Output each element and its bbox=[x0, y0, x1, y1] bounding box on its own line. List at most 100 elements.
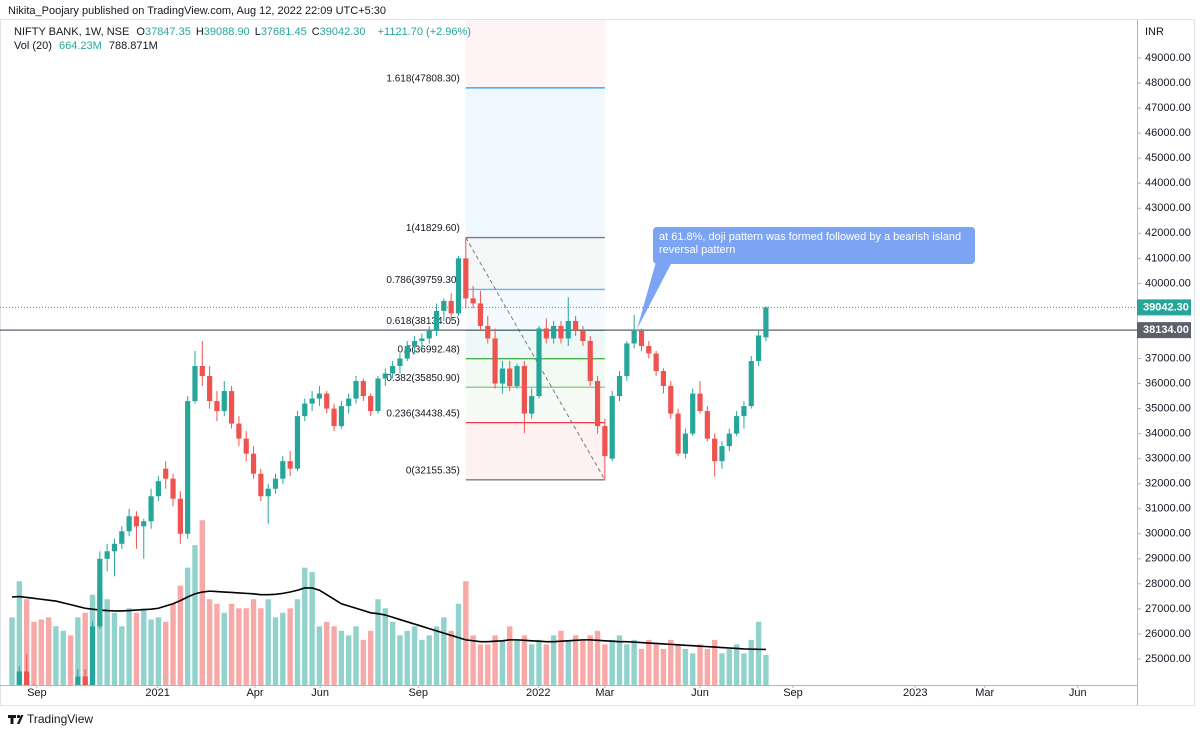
candle-body bbox=[243, 438, 249, 454]
volume-bar bbox=[75, 617, 81, 685]
candle-body bbox=[177, 498, 183, 534]
published-line: Nikita_Poojary published on TradingView.… bbox=[8, 5, 386, 17]
candle-body bbox=[316, 393, 323, 399]
candle-body bbox=[448, 300, 454, 314]
volume-bar bbox=[741, 653, 747, 685]
y-tick-label: 42000.00 bbox=[1145, 227, 1191, 239]
y-tick-label: 36000.00 bbox=[1145, 377, 1191, 389]
candle-body bbox=[719, 446, 725, 462]
volume-bar bbox=[448, 630, 454, 685]
volume-bar bbox=[602, 644, 608, 685]
fib-zone bbox=[465, 87, 605, 238]
volume-bar bbox=[126, 608, 132, 685]
legend-row: NIFTY BANK, 1W, NSE O37847.35 H39088.90 L3… bbox=[14, 26, 475, 38]
volume-bar bbox=[653, 644, 659, 685]
volume-bar bbox=[141, 608, 147, 685]
volume-bar bbox=[543, 644, 550, 685]
candle-body bbox=[324, 393, 330, 409]
volume-bar bbox=[668, 639, 674, 685]
candle-body bbox=[368, 396, 374, 412]
volume-bar bbox=[565, 639, 571, 685]
volume-bar bbox=[397, 635, 403, 685]
fib-label: 0(32155.35) bbox=[406, 465, 460, 476]
fib-zone bbox=[465, 387, 605, 423]
y-tick-label: 46000.00 bbox=[1145, 127, 1191, 139]
volume-bar bbox=[294, 599, 301, 685]
ohlc-part: L bbox=[254, 26, 261, 38]
candle-body bbox=[360, 381, 366, 397]
candle-body bbox=[638, 330, 645, 346]
volume-bar bbox=[82, 612, 88, 685]
volume-bar bbox=[280, 612, 286, 685]
candle-body bbox=[214, 401, 220, 412]
candle-body bbox=[616, 376, 623, 397]
candle-body bbox=[433, 310, 440, 331]
candle-body bbox=[375, 378, 381, 412]
candle-body bbox=[624, 343, 630, 377]
volume-bar bbox=[682, 648, 689, 685]
volume-title: Vol (20) bbox=[14, 40, 52, 52]
volume-bar bbox=[221, 612, 227, 685]
ohlc-part: 39088.90 bbox=[203, 26, 250, 38]
volume-bar bbox=[316, 626, 323, 685]
volume-bar bbox=[309, 572, 315, 685]
candle-body bbox=[697, 393, 703, 412]
volume-bar bbox=[704, 648, 711, 685]
volume-bar bbox=[97, 590, 103, 685]
candle-body bbox=[726, 433, 732, 447]
x-tick-label: Jun bbox=[1069, 687, 1087, 699]
y-tick-label: 37000.00 bbox=[1145, 352, 1191, 364]
candle-body bbox=[609, 396, 615, 459]
volume-ma-value: 788.871M bbox=[108, 40, 158, 52]
volume-bar bbox=[463, 581, 469, 685]
y-tick-label: 28000.00 bbox=[1145, 578, 1191, 590]
volume-bar bbox=[536, 639, 542, 685]
volume-bar bbox=[455, 603, 462, 685]
volume-bar bbox=[345, 635, 352, 685]
volume-bar bbox=[624, 644, 630, 685]
x-tick-label: Jun bbox=[311, 687, 329, 699]
volume-bar bbox=[550, 635, 557, 685]
last-price-label: 39042.30 bbox=[1143, 301, 1189, 313]
volume-bar bbox=[265, 599, 271, 685]
volume-bar bbox=[367, 630, 374, 685]
candle-body bbox=[426, 330, 432, 339]
candle-body bbox=[477, 303, 484, 326]
candle-body bbox=[265, 488, 271, 497]
symbol: NIFTY BANK, 1W, NSE bbox=[14, 26, 130, 38]
volume-bar bbox=[646, 639, 652, 685]
ohlc: O37847.35 H39088.90 L37681.45 C39042.30 bbox=[136, 26, 370, 38]
volume-bar bbox=[250, 599, 257, 685]
volume-bar bbox=[243, 608, 249, 685]
candle-body bbox=[302, 403, 308, 417]
x-tick-label: Jun bbox=[691, 687, 709, 699]
volume-bar bbox=[338, 630, 345, 685]
volume-bar bbox=[38, 619, 44, 685]
candle-body bbox=[148, 496, 154, 522]
last-price-box bbox=[1137, 299, 1191, 316]
volume-bar bbox=[155, 617, 162, 685]
candle-body bbox=[514, 366, 520, 387]
y-tick-label: 47000.00 bbox=[1145, 102, 1191, 114]
candle-body bbox=[163, 468, 169, 479]
candle-body bbox=[507, 368, 513, 387]
volume-bar bbox=[719, 653, 725, 685]
volume-bar bbox=[375, 599, 381, 685]
x-tick-label: Mar bbox=[595, 687, 614, 699]
volume-bar bbox=[111, 612, 118, 685]
candle-body bbox=[346, 398, 352, 407]
y-tick-label: 30000.00 bbox=[1145, 528, 1191, 540]
x-tick-label: Mar bbox=[975, 687, 994, 699]
volume-bar bbox=[258, 608, 264, 685]
candle-body bbox=[572, 320, 579, 331]
fib-label: 1.618(47808.30) bbox=[386, 74, 459, 85]
candle-body bbox=[155, 481, 161, 497]
candle-body bbox=[690, 393, 696, 434]
y-tick-label: 31000.00 bbox=[1145, 503, 1191, 515]
y-tick-label: 35000.00 bbox=[1145, 402, 1191, 414]
ohlc-part: 37847.35 bbox=[144, 26, 191, 38]
candle-body bbox=[646, 345, 652, 354]
candle-body bbox=[492, 338, 498, 384]
candle-body bbox=[411, 340, 418, 346]
